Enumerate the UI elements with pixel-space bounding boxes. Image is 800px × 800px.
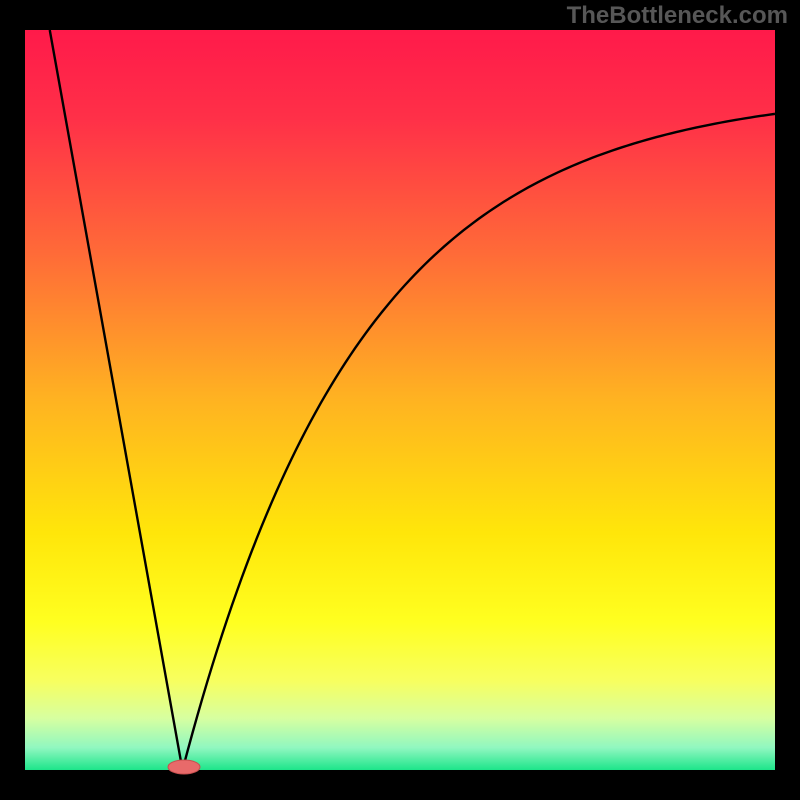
optimal-marker: [164, 756, 204, 778]
chart-frame: TheBottleneck.com: [0, 0, 800, 800]
bottleneck-curve: [25, 30, 775, 770]
plot-area: [25, 30, 775, 770]
watermark-text: TheBottleneck.com: [567, 2, 788, 30]
